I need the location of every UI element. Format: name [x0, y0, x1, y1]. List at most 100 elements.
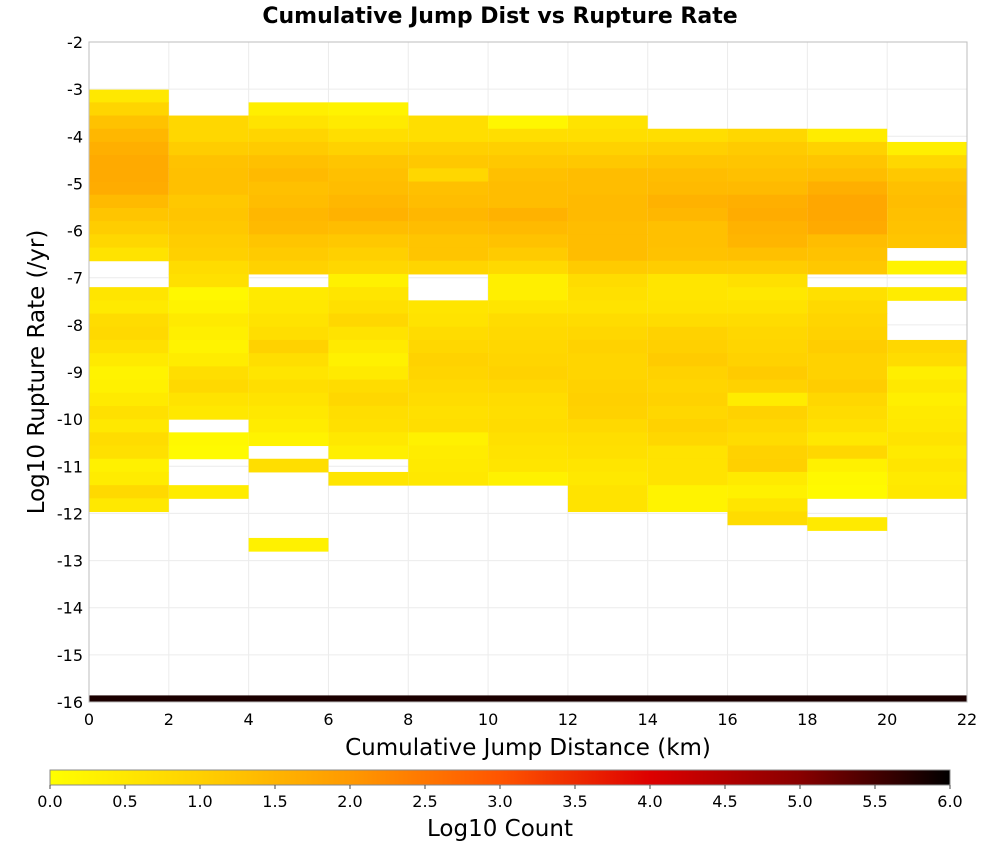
heatmap-cell [887, 366, 967, 381]
heatmap-cell [807, 458, 888, 473]
x-axis-ticks: 0 2 4 6 8 10 12 14 16 18 20 22 [84, 710, 977, 729]
heatmap-cell [488, 247, 568, 262]
heatmap-cell [567, 273, 648, 288]
heatmap-cell [89, 247, 169, 262]
x-tick-label: 10 [478, 710, 498, 729]
y-tick-label: -4 [67, 127, 83, 146]
heatmap-cell [408, 221, 489, 235]
heatmap-cell [408, 405, 489, 420]
heatmap-cell [89, 498, 169, 513]
heatmap-cell [807, 353, 888, 367]
heatmap-cell [887, 260, 967, 275]
heatmap-cell [89, 207, 169, 222]
heatmap-cell [807, 260, 888, 275]
heatmap-cell [488, 458, 568, 473]
x-axis-label: Cumulative Jump Distance (km) [345, 735, 711, 761]
heatmap-cell [488, 260, 568, 275]
colorbar-tick-label: 2.0 [337, 792, 362, 811]
heatmap-cell [727, 366, 808, 381]
heatmap-cell [328, 260, 409, 275]
heatmap-cell [328, 155, 409, 169]
heatmap-cell [567, 432, 648, 447]
heatmap-cell [488, 392, 568, 407]
heatmap-cell [328, 181, 409, 196]
heatmap-cell [647, 432, 728, 447]
y-tick-label: -12 [57, 504, 83, 523]
heatmap-cell [248, 432, 329, 447]
heatmap-cell [727, 485, 808, 499]
heatmap-cell [488, 339, 568, 354]
heatmap-cell [168, 445, 249, 460]
heatmap-cell [168, 392, 249, 407]
heatmap-cell [408, 379, 489, 394]
heatmap-cell [887, 458, 967, 473]
heatmap-cell [408, 207, 489, 222]
heatmap-cell [328, 379, 409, 394]
heatmap-cell [807, 445, 888, 460]
heatmap-cell [807, 432, 888, 447]
heatmap-cell [727, 194, 808, 209]
heatmap-cell [567, 247, 648, 262]
heatmap-cell [488, 300, 568, 315]
heatmap-cell [567, 339, 648, 354]
heatmap-cell [647, 234, 728, 249]
colorbar-tick-label: 5.5 [862, 792, 887, 811]
heatmap-cell [248, 300, 329, 315]
heatmap-cell [248, 194, 329, 209]
y-tick-label: -3 [67, 80, 83, 99]
heatmap-cell [807, 339, 888, 354]
heatmap-cell [647, 485, 728, 499]
heatmap-cell [567, 141, 648, 156]
heatmap-cell [168, 326, 249, 341]
heatmap-cell [248, 128, 329, 143]
heatmap-cell [567, 419, 648, 433]
y-tick-label: -2 [67, 33, 83, 52]
heatmap-cell [807, 247, 888, 262]
heatmap-cell [408, 115, 489, 130]
heatmap-cell [408, 313, 489, 328]
heatmap-cell [248, 392, 329, 407]
heatmap-cell [647, 273, 728, 288]
heatmap-cell [727, 141, 808, 156]
heatmap-cell [328, 432, 409, 447]
heatmap-cell [727, 168, 808, 183]
heatmap-cell [408, 181, 489, 196]
heatmap-cell [647, 287, 728, 301]
heatmap-cell [488, 471, 568, 486]
heatmap-cell [89, 221, 169, 235]
heatmap-cell [248, 537, 329, 552]
y-tick-label: -5 [67, 174, 83, 193]
heatmap-cell [807, 287, 888, 301]
x-tick-label: 6 [323, 710, 333, 729]
heatmap-cell [887, 432, 967, 447]
heatmap-cell [567, 392, 648, 407]
heatmap-cell [168, 181, 249, 196]
heatmap-cell [248, 419, 329, 433]
heatmap-cell [328, 366, 409, 381]
heatmap-cell [168, 353, 249, 367]
heatmap-cell [168, 168, 249, 183]
heatmap-cell [408, 432, 489, 447]
heatmap-cell [168, 366, 249, 381]
heatmap-cell [248, 168, 329, 183]
heatmap-cell [807, 207, 888, 222]
heatmap-cell [567, 221, 648, 235]
heatmap-cell [807, 419, 888, 433]
heatmap-cell [887, 141, 967, 156]
heatmap-cell [647, 260, 728, 275]
heatmap-cell [807, 392, 888, 407]
heatmap-cell [647, 366, 728, 381]
heatmap-cell [168, 485, 249, 499]
heatmap-cell [647, 194, 728, 209]
y-tick-label: -6 [67, 222, 83, 241]
heatmap-cell [807, 485, 888, 499]
heatmap-cell [807, 471, 888, 486]
heatmap-cell [807, 379, 888, 394]
heatmap-cell [89, 194, 169, 209]
heatmap-cell [89, 141, 169, 156]
heatmap-cell [89, 287, 169, 301]
heatmap-cell [887, 181, 967, 196]
heatmap-cell [807, 234, 888, 249]
heatmap-cell [89, 326, 169, 341]
heatmap-cell [168, 207, 249, 222]
